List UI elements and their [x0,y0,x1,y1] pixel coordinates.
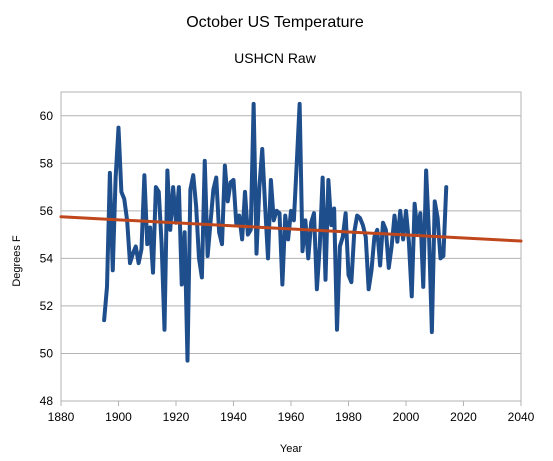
y-tick-label: 56 [40,204,54,218]
x-tick-label: 1940 [220,410,247,424]
x-tick-label: 2000 [393,410,420,424]
x-tick-label: 1880 [48,410,75,424]
x-tick-label: 1920 [163,410,190,424]
x-tick-label: 1900 [105,410,132,424]
x-tick-label: 1980 [335,410,362,424]
y-tick-label: 54 [40,251,54,265]
y-tick-label: 50 [40,346,54,360]
chart-title: October US Temperature [186,14,364,31]
y-tick-label: 58 [40,156,54,170]
x-axis-ticks: 1880 1900 1920 1940 1960 1980 2000 2020 2040 [48,401,535,424]
x-tick-label: 1960 [278,410,305,424]
y-tick-label: 60 [40,109,54,123]
series-lines [59,101,523,363]
chart-subtitle: USHCN Raw [234,50,317,66]
temperature-series-line [102,101,449,363]
x-axis-title: Year [280,443,303,455]
trend-line [59,215,523,243]
x-tick-label: 2040 [508,410,535,424]
x-tick-label: 2020 [450,410,477,424]
y-tick-label: 52 [40,299,54,313]
y-axis-title: Degrees F [11,235,23,287]
y-tick-label: 48 [40,394,54,408]
y-axis-ticks: 48 50 52 54 56 58 60 [40,109,54,408]
